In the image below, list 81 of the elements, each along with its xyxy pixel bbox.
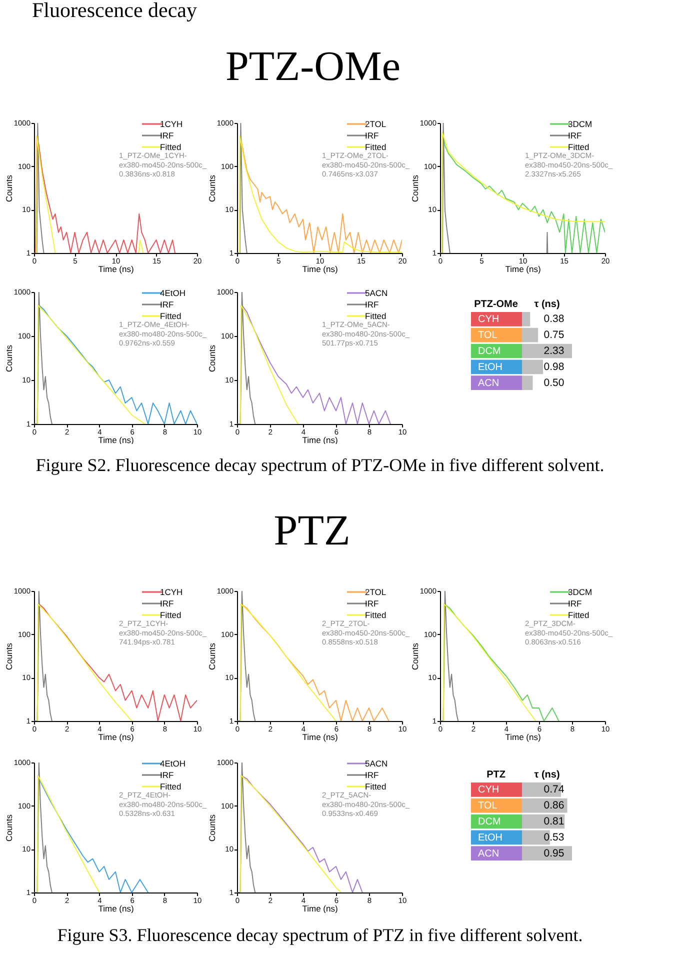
y-tick-label: ACN: [478, 848, 500, 860]
legend-label: IRF: [160, 770, 174, 780]
text: Fluorescence decay: [32, 0, 198, 22]
y-tick-label: DCM: [478, 346, 501, 357]
legend-label: Fitted: [160, 782, 182, 792]
legend-label: IRF: [365, 300, 379, 310]
legend-label: 3DCM: [568, 119, 592, 129]
y-tick-label: TOL: [478, 330, 498, 342]
x-axis-title: Time (ns): [505, 264, 541, 274]
y-tick-label: ACN: [478, 378, 500, 389]
legend-label: 3DCM: [568, 587, 592, 597]
caption: Figure S2. Fluorescence decay spectrum of PTZ-OMe in five different solvent.: [36, 455, 604, 475]
data-label: 0.38: [544, 313, 564, 326]
x-axis-title: Time (ns): [302, 435, 338, 445]
x-axis-title: τ (ns): [534, 770, 560, 780]
text: PTZ: [274, 508, 350, 554]
legend-label: Fitted: [365, 142, 387, 152]
legend-label: Fitted: [568, 610, 590, 620]
y-axis-title: Counts: [206, 345, 217, 372]
y-axis-title: PTZ-OMe: [474, 299, 518, 310]
x-axis-title: Time (ns): [302, 264, 338, 274]
x-axis-title: Time (ns): [98, 435, 134, 445]
legend-label: Fitted: [365, 610, 387, 620]
y-tick-label: TOL: [478, 800, 498, 812]
legend-label: IRF: [568, 598, 582, 608]
y-tick-label: DCM: [478, 816, 501, 828]
legend-label: IRF: [365, 130, 379, 140]
data-label: 2.33: [544, 345, 564, 357]
line-series: [240, 304, 299, 424]
legend-label: IRF: [160, 300, 174, 310]
legend-label: IRF: [365, 598, 379, 608]
x-axis-title: Time (ns): [302, 732, 338, 742]
y-axis-title: Counts: [410, 175, 420, 202]
data-label: 0.53: [544, 831, 564, 844]
legend-label: 5ACN: [365, 288, 388, 298]
legend-label: IRF: [160, 130, 174, 140]
legend-label: 4EtOH: [160, 758, 186, 768]
legend-label: 1CYH: [160, 119, 183, 129]
legend-label: 4EtOH: [160, 288, 186, 298]
legend-label: 2TOL: [365, 587, 386, 597]
y-axis-title: Counts: [206, 175, 217, 202]
legend-label: IRF: [160, 598, 174, 608]
y-axis-title: Counts: [410, 643, 420, 670]
y-axis-title: Counts: [206, 643, 217, 670]
legend-label: Fitted: [365, 782, 387, 792]
y-axis-title: Counts: [4, 345, 14, 372]
legend-label: 2TOL: [365, 119, 386, 129]
data-label: 0.86: [544, 800, 564, 812]
data-label: 0.75: [544, 329, 564, 342]
y-tick-label: EtOH: [478, 832, 502, 844]
x-axis-title: Time (ns): [505, 732, 541, 742]
data-label: 0.74: [544, 784, 564, 796]
data-label: 0.98: [544, 360, 564, 373]
y-tick-label: EtOH: [478, 362, 502, 373]
x-axis-title: τ (ns): [534, 299, 560, 310]
y-tick-label: CYH: [478, 314, 500, 326]
legend-label: Fitted: [160, 142, 182, 152]
text: PTZ-OMe: [226, 44, 400, 90]
line-series: [36, 775, 100, 892]
y-axis-title: Counts: [4, 643, 14, 670]
x-axis-title: Time (ns): [98, 904, 134, 914]
data-label: 0.95: [544, 847, 564, 860]
y-axis-title: Counts: [4, 814, 14, 842]
y-axis-title: PTZ: [486, 770, 506, 780]
y-tick-label: CYH: [478, 784, 500, 796]
legend-label: Fitted: [160, 610, 182, 620]
x-axis-title: Time (ns): [98, 264, 134, 274]
legend-label: 5ACN: [365, 758, 388, 768]
x-axis-title: Time (ns): [98, 732, 134, 742]
x-axis-title: Time (ns): [302, 904, 338, 914]
y-axis-title: Counts: [4, 175, 14, 202]
legend-label: IRF: [365, 770, 379, 780]
legend-label: IRF: [568, 130, 582, 140]
legend-label: Fitted: [160, 311, 182, 321]
legend-label: Fitted: [568, 142, 590, 152]
data-label: 0.81: [544, 816, 564, 828]
caption: Figure S3. Fluorescence decay spectrum of PTZ in five different solvent.: [57, 925, 583, 945]
legend-label: Fitted: [365, 311, 387, 321]
y-axis-title: Counts: [206, 814, 217, 842]
data-label: 0.50: [544, 376, 564, 389]
legend-label: 1CYH: [160, 587, 183, 597]
